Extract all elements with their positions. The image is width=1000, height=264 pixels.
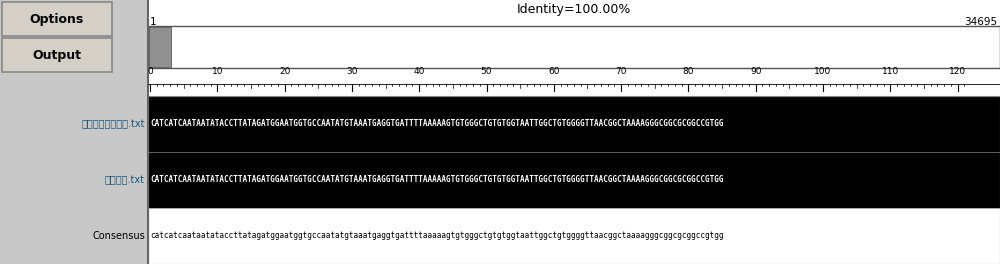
FancyBboxPatch shape [149,27,171,67]
FancyBboxPatch shape [148,0,1000,264]
FancyBboxPatch shape [2,38,112,72]
Text: 0: 0 [147,67,153,76]
Text: 120: 120 [949,67,966,76]
Text: 80: 80 [683,67,694,76]
FancyBboxPatch shape [148,152,1000,208]
Text: 70: 70 [615,67,627,76]
Text: 110: 110 [882,67,899,76]
Text: catcatcaataatataccttatagatggaatggtgccaatatgtaaatgaggtgattttaaaaagtgtgggctgtgtggt: catcatcaataatataccttatagatggaatggtgccaat… [150,232,724,241]
Text: 测序序列.txt: 测序序列.txt [105,175,145,185]
FancyBboxPatch shape [148,208,1000,264]
Text: Output: Output [32,49,82,62]
Text: 腺病毒基因组序列.txt: 腺病毒基因组序列.txt [82,119,145,129]
Text: Consensus: Consensus [92,231,145,241]
Text: 10: 10 [212,67,223,76]
Text: 20: 20 [279,67,290,76]
Text: 90: 90 [750,67,761,76]
FancyBboxPatch shape [148,26,1000,68]
Text: CATCATCAATAATATACCTTATAGATGGAATGGTGCCAATATGTAAATGAGGTGATTTTAAAAAGTGTGGGCTGTGTGGT: CATCATCAATAATATACCTTATAGATGGAATGGTGCCAAT… [150,176,724,185]
Text: CATCATCAATAATATACCTTATAGATGGAATGGTGCCAATATGTAAATGAGGTGATTTTAAAAAGTGTGGGCTGTGTGGT: CATCATCAATAATATACCTTATAGATGGAATGGTGCCAAT… [150,120,724,129]
Text: 100: 100 [814,67,832,76]
Text: 40: 40 [414,67,425,76]
Text: 1: 1 [150,17,157,27]
Text: 30: 30 [346,67,358,76]
Text: 50: 50 [481,67,492,76]
Text: 60: 60 [548,67,560,76]
Text: 34695: 34695 [964,17,997,27]
Text: Identity=100.00%: Identity=100.00% [517,3,631,16]
Text: Options: Options [30,12,84,26]
FancyBboxPatch shape [148,96,1000,152]
FancyBboxPatch shape [2,2,112,36]
